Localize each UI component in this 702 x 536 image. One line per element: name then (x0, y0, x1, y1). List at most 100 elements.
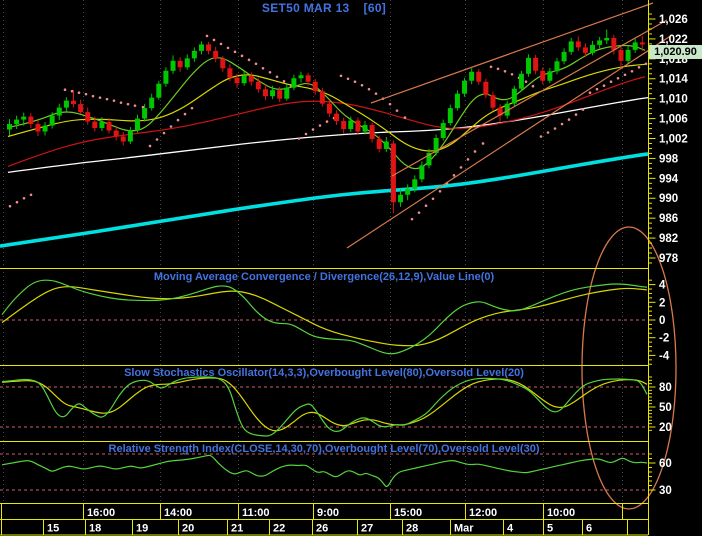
candle-down (234, 77, 240, 84)
candle-down (490, 95, 496, 108)
sar-dot (254, 62, 258, 66)
ellipse-annotation[interactable] (581, 226, 677, 510)
stoch-axis-label: 80 (659, 382, 672, 394)
candle-up (284, 87, 290, 99)
rsi-axis-label: 60 (659, 458, 672, 470)
price-axis-label: 986 (659, 213, 678, 225)
date-axis-label: 5 (547, 523, 553, 535)
rsi-line (1, 454, 648, 487)
candle-down (70, 100, 76, 105)
sar-dot (459, 166, 463, 169)
sar-dot (588, 91, 592, 94)
candle-down (262, 89, 268, 97)
macd-axis-label: 2 (659, 297, 665, 309)
price-axis-label: 990 (659, 193, 678, 205)
candle-down (85, 112, 91, 122)
rsi-pane-title: Relative Strength Index(CLOSE,14,30,70),… (108, 443, 540, 455)
candle-up (241, 75, 247, 84)
sar-dot (367, 87, 371, 91)
candle-up (14, 119, 20, 125)
macd-axis-label: 0 (659, 315, 665, 327)
candle-up (63, 100, 69, 108)
sar-dot (212, 38, 216, 42)
sar-dot (15, 200, 19, 204)
sar-dot (205, 34, 209, 38)
sar-dot (496, 67, 500, 71)
sar-dot (374, 92, 378, 95)
sar-dot (226, 46, 230, 50)
sar-dot (510, 72, 514, 76)
sar-dot (524, 80, 528, 84)
sar-dot (261, 66, 265, 70)
sar-dot (84, 92, 88, 96)
sar-dot (637, 65, 641, 69)
macd-axis-label: -4 (659, 350, 670, 362)
candle-down (120, 136, 126, 142)
sar-dot (609, 80, 613, 84)
candle-down (206, 44, 212, 51)
sar-dot (560, 122, 564, 126)
ma-line-green (7, 44, 646, 170)
candle-up (49, 115, 55, 126)
trendline-annotation[interactable] (370, 2, 654, 104)
candle-down (213, 50, 219, 59)
sar-dot (360, 83, 364, 87)
candle-up (462, 80, 468, 94)
candle-up (511, 88, 517, 104)
stoch-d-line (1, 377, 648, 432)
candle-down (277, 90, 283, 99)
candle-up (149, 97, 155, 109)
candle-up (597, 40, 603, 45)
candle-up (412, 179, 418, 189)
sar-dot (77, 91, 81, 94)
date-axis-label: 22 (273, 523, 285, 535)
time-axis-label: 15:00 (394, 507, 422, 519)
sar-dot (353, 80, 357, 84)
sar-dot (162, 131, 166, 135)
candle-up (134, 118, 140, 131)
sar-dot (119, 101, 123, 104)
sar-dot (539, 135, 543, 138)
sar-dot (155, 138, 159, 141)
sar-dot (247, 58, 251, 62)
candle-down (334, 113, 340, 122)
candle-down (575, 41, 581, 48)
candle-up (383, 141, 389, 149)
candle-down (582, 47, 588, 53)
candle-down (106, 122, 112, 131)
ma-line-cyan (0, 152, 649, 248)
candle-down (497, 107, 503, 116)
candle-up (469, 71, 475, 81)
candle-up (142, 108, 148, 119)
date-axis-label: 15 (47, 523, 59, 535)
candle-down (341, 121, 347, 130)
candle-down (305, 75, 311, 82)
candle-up (405, 188, 411, 195)
sar-dot (431, 197, 435, 201)
date-axis-label: 21 (231, 523, 243, 535)
rsi-axis-label: 30 (659, 485, 672, 497)
candle-up (526, 57, 532, 74)
price-axis-label: 1,026 (659, 14, 688, 26)
candle-down (113, 130, 119, 137)
sar-dot (22, 196, 26, 200)
sar-dot (438, 189, 442, 193)
trendline-annotation[interactable] (391, 19, 668, 177)
price-axis-label: 978 (659, 253, 679, 265)
date-axis-label: 27 (361, 523, 373, 535)
candle-down (177, 60, 183, 68)
macd-pane-title: Moving Average Convergence / Divergence(… (153, 271, 495, 283)
candle-down (376, 138, 382, 149)
candle-up (604, 37, 610, 41)
price-axis-label: 1,002 (659, 133, 688, 145)
ma-line-white (7, 97, 649, 173)
macd-axis-label: -2 (659, 333, 669, 345)
sar-dot (503, 69, 507, 73)
sar-dot (240, 54, 244, 58)
sar-dot (424, 204, 428, 208)
sar-dot (481, 142, 485, 145)
sar-dot (183, 112, 187, 116)
time-axis-label: 10:00 (547, 507, 575, 519)
trendline-annotation[interactable] (346, 34, 673, 249)
